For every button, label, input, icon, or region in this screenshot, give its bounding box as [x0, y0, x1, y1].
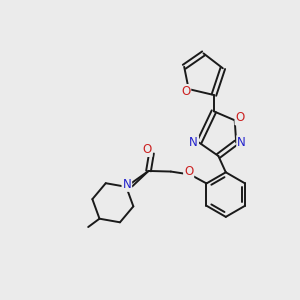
- Text: O: O: [236, 111, 245, 124]
- Text: O: O: [184, 165, 193, 178]
- Text: N: N: [122, 178, 131, 191]
- Text: O: O: [181, 85, 190, 98]
- Text: N: N: [237, 136, 246, 149]
- Text: O: O: [142, 143, 152, 156]
- Text: N: N: [189, 136, 198, 149]
